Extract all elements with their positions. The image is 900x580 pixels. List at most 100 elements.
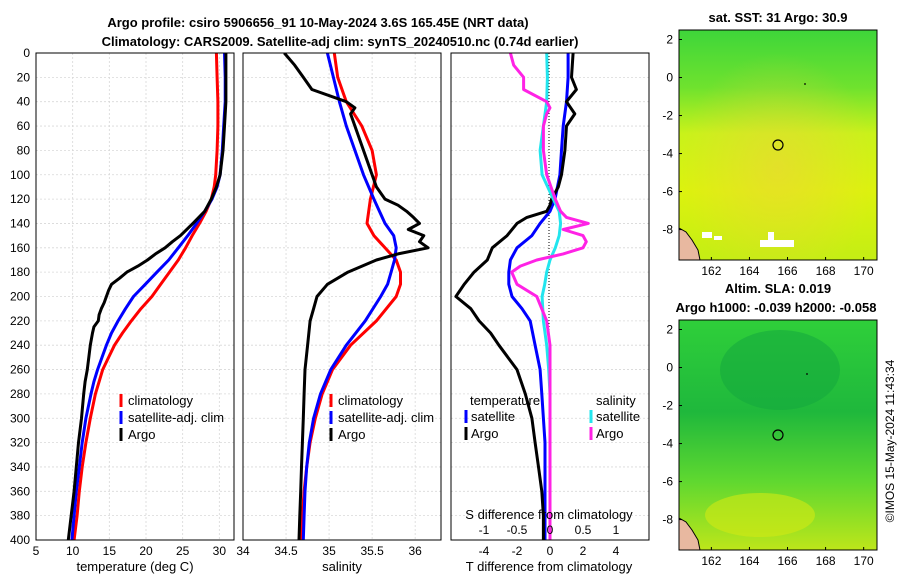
sst-map-panel: sat. SST: 31 Argo: 30.9 20-2-4-6-8 162 16…	[662, 10, 878, 278]
temperature-legend: climatology satellite-adj. clim Argo	[119, 393, 224, 442]
legend-label-climatology: climatology	[338, 393, 404, 408]
depth-tick: 340	[10, 460, 30, 474]
temperature-lines	[66, 53, 228, 540]
salinity-xlabel: salinity	[322, 559, 362, 574]
sst-lat-tick-labels: 2 0 -2 -4 -6 -8	[662, 33, 682, 237]
lat-tick-label: -2	[662, 399, 673, 413]
t-difference-tick-labels: -4 -2 0 2 4	[479, 544, 620, 558]
salinity-panel: 34 34.5 35 35.5 36 salinity climatology sate…	[236, 52, 442, 574]
lon-tick-label: 162	[701, 264, 721, 278]
depth-tick: 380	[10, 509, 30, 523]
lat-tick-label: -2	[662, 109, 673, 123]
depth-tick: 400	[10, 533, 30, 547]
depth-tick: 180	[10, 265, 30, 279]
x-tick-label: 20	[139, 544, 153, 558]
depth-tick: 360	[10, 484, 30, 498]
sst-dot	[804, 83, 806, 85]
legend-label-salinity-satellite: satellite	[596, 409, 640, 424]
sst-gap	[702, 232, 712, 238]
lon-tick-label: 166	[778, 554, 798, 568]
sla-map-title: Altim. SLA: 0.019	[725, 281, 831, 296]
series-temperature-argo	[454, 53, 578, 540]
legend-label-climatology: climatology	[128, 393, 194, 408]
sla-low-patch	[720, 330, 840, 410]
x-tick-label: 30	[213, 544, 227, 558]
x2-tick-label: 1	[613, 523, 620, 537]
legend-label-argo: Argo	[338, 427, 365, 442]
x-tick-label: 0	[547, 544, 554, 558]
sla-dot	[806, 373, 808, 375]
depth-tick: 160	[10, 241, 30, 255]
legend-label-salinity-argo: Argo	[596, 426, 623, 441]
x-tick-label: 5	[33, 544, 40, 558]
sst-lon-tick-labels: 162 164 166 168 170	[701, 257, 874, 278]
x-tick-label: 2	[580, 544, 587, 558]
x-tick-label: 25	[176, 544, 190, 558]
x-tick-label: 15	[103, 544, 117, 558]
difference-panel: -4 -2 0 2 4 -1 -0.5 0 0.5 1 S difference from cl…	[450, 52, 650, 574]
sla-map-subtitle: Argo h1000: -0.039 h2000: -0.058	[676, 300, 877, 315]
difference-lines	[454, 53, 590, 540]
depth-tick: 320	[10, 436, 30, 450]
depth-tick: 240	[10, 338, 30, 352]
x-tick-label: -4	[479, 544, 490, 558]
series-temperature-satellite	[507, 53, 570, 540]
legend-label-satellite: satellite-adj. clim	[128, 410, 224, 425]
salinity-legend: climatology satellite-adj. clim Argo	[329, 393, 434, 442]
lat-tick-label: -6	[662, 475, 673, 489]
depth-tick: 300	[10, 411, 30, 425]
sst-gap	[714, 236, 722, 240]
legend-label-argo: Argo	[128, 427, 155, 442]
temperature-xlabel: temperature (deg C)	[76, 559, 193, 574]
series-climatology	[72, 53, 220, 540]
lat-tick-label: -8	[662, 223, 673, 237]
x2-tick-label: 0	[547, 523, 554, 537]
lat-tick-label: -8	[662, 513, 673, 527]
header-line1: Argo profile: csiro 5906656_91 10-May-20…	[107, 15, 528, 30]
legend-label-satellite: satellite-adj. clim	[338, 410, 434, 425]
salinity-grid	[243, 53, 441, 540]
sla-lon-tick-labels: 162 164 166 168 170	[701, 547, 874, 568]
sst-map-title: sat. SST: 31 Argo: 30.9	[709, 10, 848, 25]
series-satellite-adj-clim	[301, 53, 398, 540]
salinity-lines	[283, 53, 430, 540]
depth-tick: 40	[17, 95, 31, 109]
depth-tick: 120	[10, 192, 30, 206]
depth-tick: 60	[17, 119, 31, 133]
sla-high-patch	[705, 493, 815, 537]
sla-lat-tick-labels: 2 0 -2 -4 -6 -8	[662, 323, 682, 527]
temperature-panel: 0 20 40 60 80 100 120 140 160 180 200 220 240 260 280 3…	[10, 46, 235, 574]
t-difference-label: T difference from climatology	[466, 559, 633, 574]
header-line2: Climatology: CARS2009. Satellite-adj cli…	[102, 34, 579, 49]
s-difference-label: S difference from climatology	[465, 507, 633, 522]
depth-tick: 20	[17, 70, 31, 84]
imos-credit: ©IMOS 15-May-2024 11:43:34	[883, 359, 897, 522]
x2-tick-label: -0.5	[507, 523, 528, 537]
sla-argo-marker	[772, 429, 784, 441]
x-tick-label: 34	[236, 544, 250, 558]
lat-tick-label: 2	[666, 33, 673, 47]
lon-tick-label: 170	[854, 264, 874, 278]
salinity-tick-labels: 34 34.5 35 35.5 36	[236, 544, 422, 558]
lat-tick-label: 0	[666, 71, 673, 85]
sst-frame	[678, 29, 878, 261]
lat-tick-label: 0	[666, 361, 673, 375]
legend-title-temperature: temperature	[470, 393, 540, 408]
sla-frame	[678, 319, 878, 551]
temperature-frame	[35, 52, 235, 541]
x-tick-label: 36	[408, 544, 422, 558]
series-argo	[66, 53, 228, 540]
depth-tick: 80	[17, 143, 31, 157]
x-tick-label: -2	[512, 544, 523, 558]
lon-tick-label: 164	[739, 554, 759, 568]
x-tick-label: 34.5	[274, 544, 298, 558]
difference-grid	[451, 76, 649, 517]
series-argo	[283, 53, 430, 540]
sla-map-panel: Altim. SLA: 0.019 Argo h1000: -0.039 h20…	[662, 281, 878, 568]
depth-tick: 280	[10, 387, 30, 401]
depth-tick: 140	[10, 216, 30, 230]
legend-label-temperature-argo: Argo	[471, 426, 498, 441]
lat-tick-label: -6	[662, 185, 673, 199]
temperature-grid	[36, 53, 234, 540]
